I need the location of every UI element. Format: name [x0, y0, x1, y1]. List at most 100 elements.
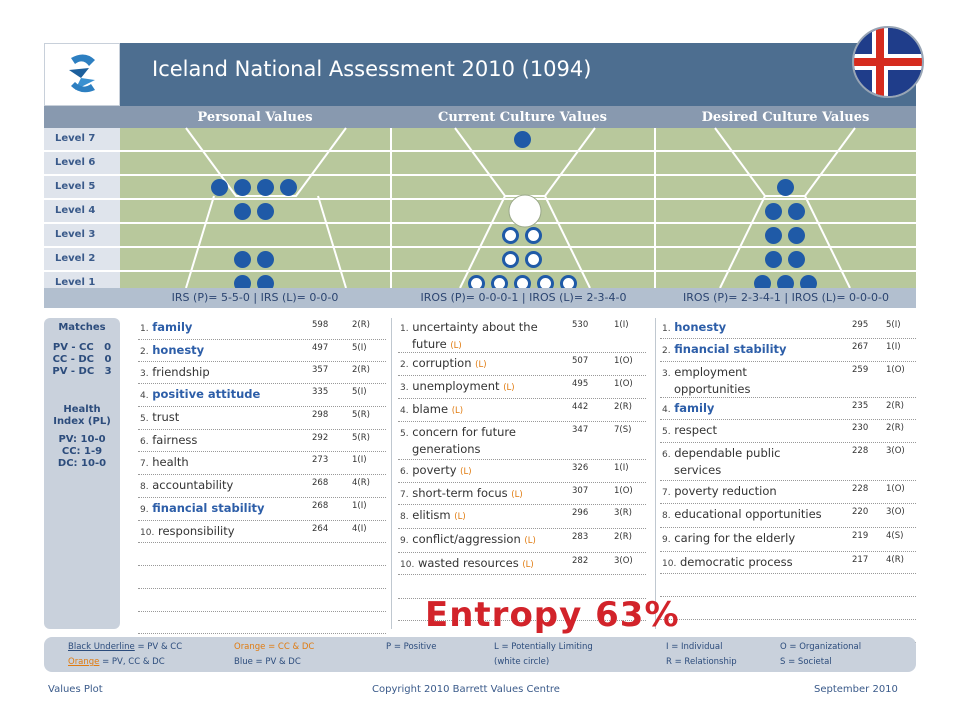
value-list-item: 6. poverty (L) [400, 463, 565, 480]
item-votes: 507 [572, 356, 589, 366]
irs-bar [44, 288, 916, 308]
item-votes: 282 [572, 556, 589, 566]
row-divider [398, 528, 646, 529]
item-code: 1(I) [614, 320, 629, 330]
col-personal-values: Personal Values [197, 110, 313, 125]
item-rank: 3. [140, 369, 149, 379]
iros-current: IROS (P)= 0-0-0-1 | IROS (L)= 2-3-4-0 [420, 291, 627, 304]
item-code: 4(R) [352, 478, 370, 488]
item-label: educational opportunities [674, 507, 822, 521]
item-rank: 9. [400, 536, 409, 546]
item-label: trust [152, 410, 180, 424]
row-divider [398, 398, 646, 399]
item-code: 4(R) [886, 555, 904, 565]
row-divider [138, 520, 386, 521]
item-rank: 10. [140, 528, 155, 538]
level-label: Level 3 [44, 224, 120, 246]
row-divider [660, 338, 916, 339]
item-rank: 4. [400, 406, 409, 416]
item-rank: 7. [140, 459, 149, 469]
level-label: Level 6 [44, 152, 120, 174]
item-code: 2(R) [614, 402, 632, 412]
item-label: employment [674, 365, 747, 379]
item-code: 2(R) [886, 401, 904, 411]
row-divider [138, 339, 386, 340]
value-dot [257, 179, 274, 196]
item-rank: 7. [662, 488, 671, 498]
level-label: Level 4 [44, 200, 120, 222]
item-label: accountability [152, 478, 234, 492]
value-list-item: 8. accountability [140, 478, 310, 495]
value-list-item: 5. trust [140, 410, 310, 427]
item-votes: 217 [852, 555, 869, 565]
item-code: 3(O) [886, 507, 905, 517]
limiting-tag: (L) [450, 341, 462, 351]
item-votes: 264 [312, 524, 329, 534]
row-divider [660, 480, 916, 481]
item-code: 5(I) [886, 320, 901, 330]
legend-positive: P = Positive [386, 642, 437, 652]
health-index-title: Health Index (PL) [53, 404, 111, 427]
limiting-tag: (L) [460, 467, 472, 477]
item-votes: 347 [572, 425, 589, 435]
item-label-cont: future [412, 337, 447, 351]
legend-relationship: R = Relationship [666, 657, 737, 667]
row-divider [660, 619, 916, 620]
item-rank: 9. [140, 505, 149, 515]
item-votes: 268 [312, 501, 329, 511]
item-votes: 598 [312, 320, 329, 330]
value-dot [753, 275, 771, 292]
value-dot [234, 251, 251, 268]
value-list-item: 10. wasted resources (L) [400, 556, 565, 573]
item-label: blame [412, 402, 449, 416]
item-rank: 5. [400, 429, 409, 439]
item-code: 3(O) [614, 556, 633, 566]
limiting-tag: (L) [454, 512, 466, 522]
item-rank: 6. [140, 437, 149, 447]
item-votes: 497 [312, 343, 329, 353]
item-label: uncertainty about the [412, 320, 538, 334]
matches-values: PV - CC 0 CC - DC 0 PV - DC 3 [52, 342, 112, 377]
irs-personal: IRS (P)= 5-5-0 | IRS (L)= 0-0-0 [171, 291, 339, 304]
value-list-item: 7. poverty reduction [662, 484, 842, 501]
item-votes: 298 [312, 410, 329, 420]
item-code: 1(O) [886, 365, 905, 375]
item-label: health [152, 455, 189, 469]
item-votes: 296 [572, 508, 589, 518]
item-code: 5(I) [352, 387, 367, 397]
row-divider [398, 598, 646, 599]
level-label: Level 5 [44, 176, 120, 198]
level-label: Level 7 [44, 128, 120, 150]
level-band [120, 152, 916, 174]
row-divider [398, 375, 646, 376]
item-rank: 2. [400, 360, 409, 370]
legend-blue: Blue = PV & DC [234, 657, 301, 667]
value-dot [234, 203, 251, 220]
item-rank: 1. [400, 324, 409, 334]
value-list-item: 2. corruption (L) [400, 356, 565, 373]
value-dot [776, 275, 794, 292]
item-code: 1(O) [614, 379, 633, 389]
item-code: 4(S) [886, 531, 904, 541]
item-code: 2(R) [352, 320, 370, 330]
item-label: positive attitude [152, 387, 261, 401]
value-dot [765, 227, 782, 244]
value-list-item: 10. responsibility [140, 524, 310, 541]
item-rank: 9. [662, 535, 671, 545]
item-code: 3(R) [614, 508, 632, 518]
limiting-tag: (L) [475, 360, 487, 370]
legend-black-underline: Black Underline = PV & CC [68, 642, 183, 652]
legend-individual: I = Individual [666, 642, 723, 652]
item-code: 7(S) [614, 425, 632, 435]
limiting-tag: (L) [511, 490, 523, 500]
item-votes: 220 [852, 507, 869, 517]
limiting-tag: (L) [524, 536, 536, 546]
item-rank: 4. [662, 405, 671, 415]
row-divider [138, 383, 386, 384]
legend-orange-cc-dc: Orange = CC & DC [234, 642, 315, 652]
legend-orange-all: Orange = PV, CC & DC [68, 657, 165, 667]
level-band [120, 176, 916, 198]
row-divider [398, 552, 646, 553]
value-list-item: 8. educational opportunities [662, 507, 842, 524]
item-label: caring for the elderly [674, 531, 796, 545]
